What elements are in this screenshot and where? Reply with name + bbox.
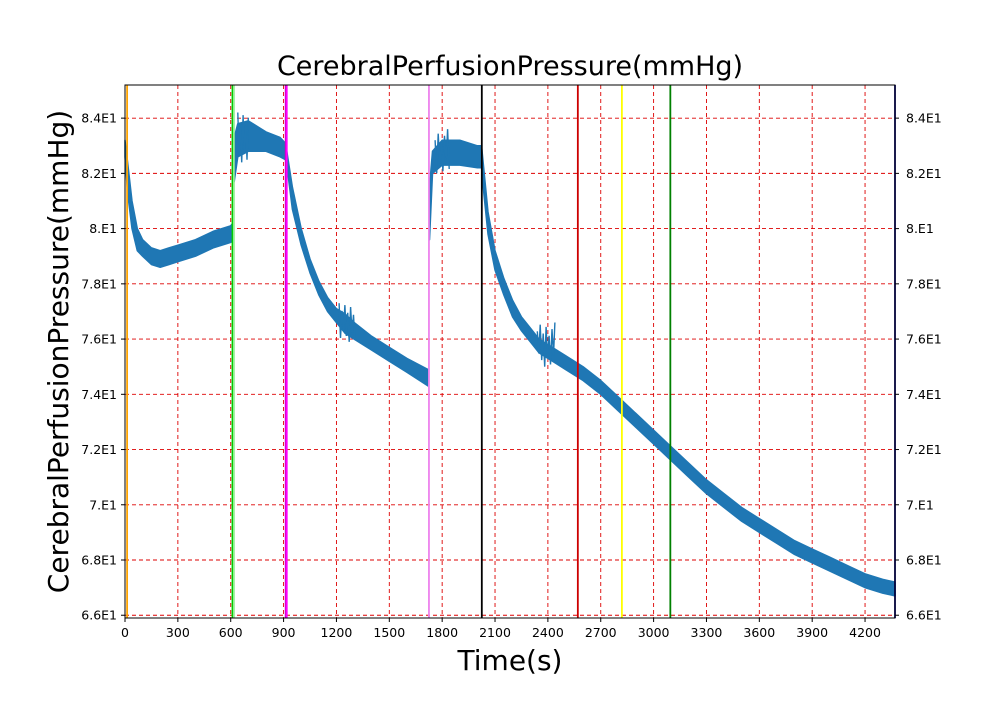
y-tick-label-right: 8.2E1 (906, 166, 942, 181)
y-tick-label-left: 7.8E1 (81, 276, 117, 291)
x-tick-label: 0 (121, 625, 129, 640)
y-tick-label-right: 8.4E1 (906, 111, 942, 126)
series-noise-burst (237, 112, 249, 163)
y-tick-label-right: 7.6E1 (906, 332, 942, 347)
y-tick-label-right: 6.6E1 (906, 608, 942, 623)
ticks-layer: 0 300 600 900 1200 1500 1800 2100 2400 2700 3000 33… (81, 111, 941, 640)
series-noise-burst (338, 303, 356, 342)
y-tick-label-left: 7.2E1 (81, 442, 117, 457)
y-tick-label-left: 7.4E1 (81, 387, 117, 402)
x-tick-label: 3600 (743, 625, 775, 640)
x-axis-label: Time(s) (457, 644, 563, 677)
x-tick-label: 1800 (426, 625, 458, 640)
y-tick-label-left: 7.6E1 (81, 332, 117, 347)
y-tick-label-right: 7.E1 (906, 497, 934, 512)
x-tick-label: 300 (166, 625, 190, 640)
y-tick-label-right: 7.8E1 (906, 276, 942, 291)
x-tick-label: 3300 (691, 625, 723, 640)
x-tick-label: 1500 (373, 625, 405, 640)
y-tick-label-right: 7.4E1 (906, 387, 942, 402)
x-tick-label: 2700 (585, 625, 617, 640)
x-tick-label: 600 (219, 625, 243, 640)
x-tick-label: 900 (272, 625, 296, 640)
y-tick-label-left: 8.E1 (89, 221, 117, 236)
y-axis-label: CerebralPerfusionPressure(mmHg) (42, 110, 75, 593)
x-tick-label: 3000 (638, 625, 670, 640)
y-tick-label-left: 7.E1 (89, 497, 117, 512)
y-tick-label-left: 8.2E1 (81, 166, 117, 181)
series-noise-burst (434, 129, 450, 174)
x-tick-label: 3900 (796, 625, 828, 640)
plot-frame (124, 84, 896, 619)
y-tick-label-right: 6.8E1 (906, 553, 942, 568)
chart-title: CerebralPerfusionPressure(mmHg) (277, 51, 743, 82)
y-tick-label-left: 8.4E1 (81, 111, 117, 126)
y-tick-label-right: 7.2E1 (906, 442, 942, 457)
y-tick-label-left: 6.6E1 (81, 608, 117, 623)
x-tick-label: 1200 (321, 625, 353, 640)
x-tick-label: 2400 (532, 625, 564, 640)
y-tick-label-right: 8.E1 (906, 221, 934, 236)
x-tick-label: 2100 (479, 625, 511, 640)
series-noise-burst (536, 322, 556, 367)
y-tick-label-left: 6.8E1 (81, 553, 117, 568)
x-tick-label: 4200 (849, 625, 881, 640)
